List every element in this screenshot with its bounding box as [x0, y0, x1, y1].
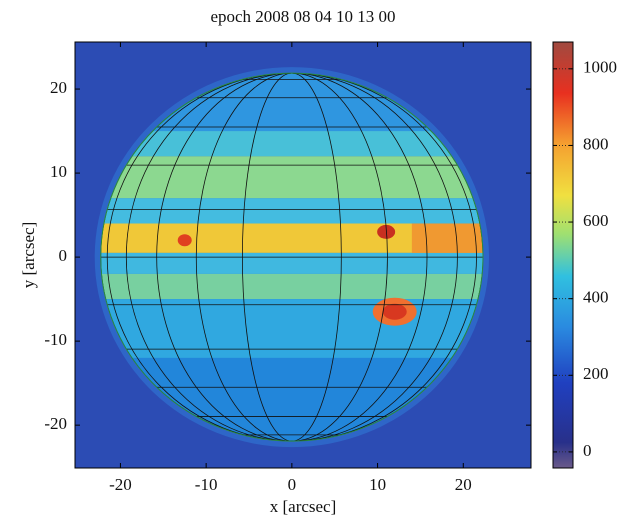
colorbar [552, 41, 574, 469]
chart-title: epoch 2008 08 04 10 13 00 [210, 7, 395, 26]
colorbar-tick-label: 800 [583, 134, 609, 153]
x-axis-label: x [arcsec] [270, 497, 337, 516]
colorbar-tick-label: 600 [583, 211, 609, 230]
y-axis-label: y [arcsec] [19, 222, 38, 289]
colorbar-tick-label: 200 [583, 364, 609, 383]
x-tick-label: 10 [369, 475, 386, 494]
band [100, 198, 483, 224]
red-spot-core [382, 303, 407, 320]
meridian [125, 73, 458, 442]
x-tick-label: 20 [455, 475, 472, 494]
x-tick-label: -10 [195, 475, 218, 494]
image-area [75, 42, 531, 468]
colorbar-tick-label: 1000 [583, 58, 617, 77]
limb [100, 72, 484, 442]
colorbar-tick-label: 0 [583, 441, 592, 460]
plot-frame [74, 41, 532, 469]
meridian [241, 73, 342, 442]
band [100, 273, 483, 300]
meridian [156, 73, 428, 442]
y-tick-label: 0 [59, 246, 68, 265]
y-tick-label: 10 [50, 162, 67, 181]
y-tick-label: -20 [44, 414, 67, 433]
x-tick-label: -20 [109, 475, 132, 494]
y-tick-label: -10 [44, 330, 67, 349]
band [100, 252, 483, 274]
spot [177, 234, 192, 247]
meridian [195, 73, 388, 442]
band-orange [411, 223, 483, 253]
colorbar-tick-label: 400 [583, 288, 609, 307]
x-tick-label: 0 [288, 475, 297, 494]
meridian [106, 73, 477, 442]
band [100, 299, 483, 358]
band [100, 131, 483, 157]
band [100, 156, 483, 199]
y-tick-label: 20 [50, 78, 67, 97]
